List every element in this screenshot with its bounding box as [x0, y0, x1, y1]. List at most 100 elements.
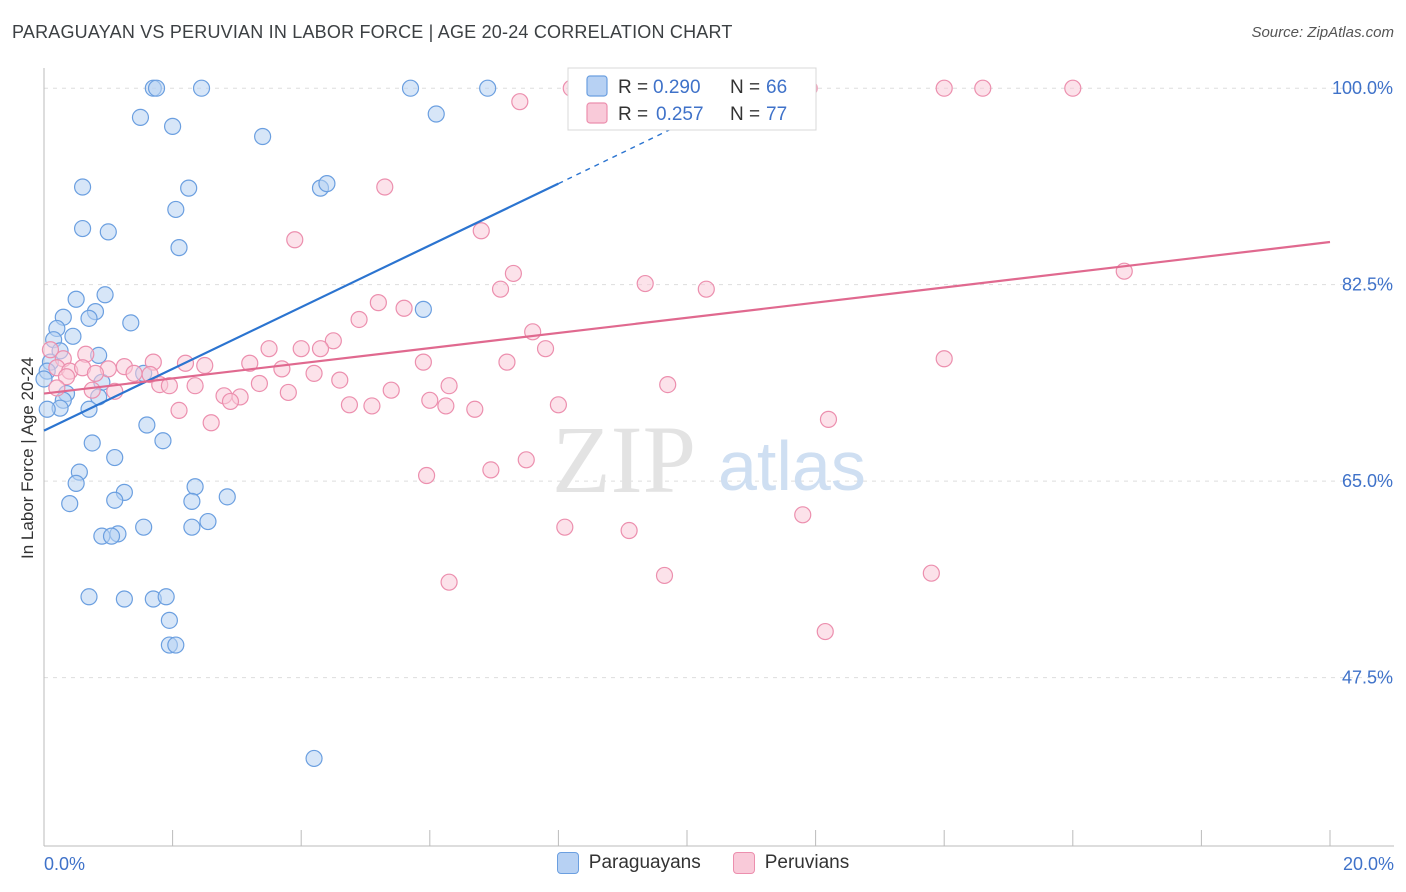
- peruvian-point: [472, 222, 490, 240]
- stats-legend-frame: [567, 67, 817, 131]
- peruvian-point: [221, 392, 240, 411]
- peruvians-swatch: [732, 852, 755, 874]
- paraguayan-point: [401, 79, 420, 97]
- stats-legend: R = 0.290 N = 66 R = 0.257 N = 77: [567, 67, 817, 131]
- peruvian-point: [517, 451, 535, 469]
- peruvian-point: [331, 371, 349, 389]
- paraguayan-point: [192, 79, 211, 97]
- paraguayan-point: [80, 588, 98, 606]
- peruvian-point: [440, 573, 458, 591]
- paraguayan-point: [106, 491, 124, 509]
- peruvian-point: [491, 280, 510, 298]
- peruvian-point: [819, 410, 838, 428]
- peruvian-point: [556, 518, 574, 536]
- paraguayan-point: [147, 79, 166, 97]
- peruvian-point: [498, 353, 516, 371]
- paraguayan-point: [305, 749, 323, 768]
- peruvian-point: [340, 396, 359, 414]
- paraguayan-point: [170, 239, 188, 257]
- peruvian-point: [466, 400, 484, 418]
- peruvian-point: [697, 280, 715, 298]
- legend-r-value-pink: 0.257: [656, 104, 704, 125]
- series-legend: Paraguayans Peruvians: [0, 852, 1406, 874]
- peruvian-point: [794, 506, 812, 524]
- paraguayan-point: [164, 117, 182, 135]
- watermark-zip: ZIP: [552, 406, 696, 513]
- peruvian-point: [125, 364, 143, 382]
- source-label: Source: ZipAtlas.com: [1251, 24, 1394, 41]
- watermark: ZIP atlas: [552, 406, 866, 513]
- paraguayan-point: [135, 518, 153, 536]
- peruvian-point: [414, 353, 432, 371]
- legend-label-peruvians: Peruvians: [764, 852, 850, 873]
- legend-item-paraguayans[interactable]: Paraguayans: [556, 852, 701, 874]
- peruvian-point: [86, 364, 105, 382]
- grid-layer: [44, 87, 1394, 679]
- legend-r-label-blue: R =: [618, 77, 648, 98]
- legend-r-label-pink: R =: [618, 104, 648, 125]
- paraguayan-point: [64, 327, 82, 345]
- paraguayan-point: [67, 290, 85, 308]
- peruvian-point: [273, 360, 291, 378]
- peruvian-point: [1064, 79, 1082, 97]
- legend-swatch-pink: [586, 102, 608, 124]
- paraguayan-point: [122, 314, 140, 332]
- peruvian-point: [170, 401, 188, 420]
- paraguayan-point: [99, 223, 117, 241]
- paraguayans-swatch: [556, 852, 579, 874]
- y-tick-labels: 100.0% 82.5% 65.0% 47.5%: [1332, 78, 1393, 687]
- peruvian-point: [536, 340, 555, 358]
- peruvian-point: [241, 354, 259, 372]
- chart-title: PARAGUAYAN VS PERUVIAN IN LABOR FORCE | …: [12, 22, 733, 42]
- peruvian-point: [311, 340, 330, 358]
- peruvians-trend-line: [43, 240, 1331, 395]
- paraguayan-point: [167, 200, 185, 219]
- legend-n-value-pink: 77: [766, 104, 787, 125]
- peruvian-point: [286, 231, 304, 249]
- paraguayan-point: [67, 474, 85, 492]
- paraguayan-point: [218, 488, 236, 506]
- peruvian-point: [816, 622, 834, 641]
- peruvian-point: [250, 374, 269, 393]
- peruvian-point: [659, 375, 677, 394]
- watermark-atlas: atlas: [718, 427, 866, 505]
- peruvian-point: [421, 391, 439, 409]
- peruvian-point: [376, 178, 394, 196]
- paraguayan-point: [180, 179, 198, 197]
- peruvian-point: [324, 332, 342, 350]
- y-axis-label: In Labor Force | Age 20-24: [18, 357, 37, 559]
- paraguayan-point: [73, 219, 92, 238]
- paraguayan-point: [167, 636, 185, 654]
- peruvian-point: [202, 414, 220, 432]
- paraguayan-point: [106, 448, 124, 467]
- peruvian-point: [935, 350, 953, 368]
- peruvian-point: [382, 381, 400, 399]
- paraguayan-point: [38, 400, 56, 418]
- peruvian-point: [363, 397, 381, 415]
- paraguayan-point: [154, 432, 172, 450]
- peruvians-points: [41, 79, 1133, 641]
- legend-item-peruvians[interactable]: Peruvians: [732, 852, 850, 874]
- peruvian-point: [369, 294, 387, 312]
- paraguayan-point: [115, 590, 133, 608]
- peruvian-point: [549, 396, 568, 414]
- trend-lines: [43, 114, 1331, 432]
- paraguayan-point: [183, 492, 201, 510]
- peruvian-point: [41, 341, 60, 359]
- peruvian-point: [292, 340, 310, 358]
- peruvian-point: [305, 364, 323, 382]
- peruvian-point: [922, 564, 940, 582]
- paraguayan-point: [318, 175, 336, 193]
- peruvian-point: [395, 299, 413, 317]
- peruvian-point: [636, 274, 654, 293]
- peruvian-point: [655, 566, 674, 585]
- peruvian-point: [279, 383, 297, 402]
- paraguayan-point: [427, 105, 445, 123]
- paraguayan-point: [160, 611, 178, 629]
- paraguayan-point: [157, 588, 175, 606]
- legend-n-label-blue: N =: [730, 77, 760, 98]
- x-tick-label-left: 0.0%: [44, 854, 85, 874]
- peruvian-point: [83, 381, 101, 399]
- paraguayan-point: [414, 300, 432, 318]
- peruvian-point: [260, 340, 278, 358]
